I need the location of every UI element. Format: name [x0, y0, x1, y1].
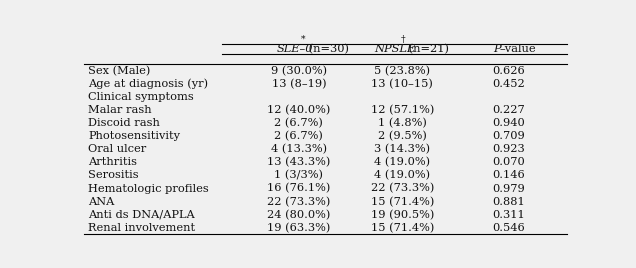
Text: 2 (9.5%): 2 (9.5%)	[378, 131, 427, 141]
Text: Serositis: Serositis	[88, 170, 139, 180]
Text: NPSLE: NPSLE	[374, 44, 415, 54]
Text: Sex (Male): Sex (Male)	[88, 66, 151, 76]
Text: 9 (30.0%): 9 (30.0%)	[271, 66, 327, 76]
Text: Hematologic profiles: Hematologic profiles	[88, 184, 209, 193]
Text: 0.311: 0.311	[492, 210, 525, 220]
Text: 0.923: 0.923	[492, 144, 525, 154]
Text: Oral ulcer: Oral ulcer	[88, 144, 147, 154]
Text: 2 (6.7%): 2 (6.7%)	[274, 131, 323, 141]
Text: 0.146: 0.146	[492, 170, 525, 180]
Text: 0.070: 0.070	[492, 157, 525, 167]
Text: Arthritis: Arthritis	[88, 157, 137, 167]
Text: 0.979: 0.979	[492, 184, 525, 193]
Text: Anti ds DNA/APLA: Anti ds DNA/APLA	[88, 210, 195, 220]
Text: 12 (40.0%): 12 (40.0%)	[267, 105, 331, 115]
Text: 2 (6.7%): 2 (6.7%)	[274, 118, 323, 128]
Text: 24 (80.0%): 24 (80.0%)	[267, 210, 331, 220]
Text: 0.626: 0.626	[492, 66, 525, 76]
Text: 13 (43.3%): 13 (43.3%)	[267, 157, 331, 168]
Text: ANA: ANA	[88, 197, 114, 207]
Text: †: †	[401, 35, 406, 44]
Text: P: P	[494, 44, 501, 54]
Text: (n=21): (n=21)	[405, 43, 449, 54]
Text: Clinical symptoms: Clinical symptoms	[88, 92, 194, 102]
Text: Malar rash: Malar rash	[88, 105, 152, 115]
Text: 22 (73.3%): 22 (73.3%)	[267, 196, 331, 207]
Text: Age at diagnosis (yr): Age at diagnosis (yr)	[88, 79, 209, 89]
Text: SLE–0: SLE–0	[277, 44, 313, 54]
Text: –value: –value	[499, 44, 536, 54]
Text: *: *	[301, 35, 306, 44]
Text: Photosensitivity: Photosensitivity	[88, 131, 181, 141]
Text: 0.709: 0.709	[492, 131, 525, 141]
Text: 19 (63.3%): 19 (63.3%)	[267, 223, 331, 233]
Text: 0.881: 0.881	[492, 197, 525, 207]
Text: 0.452: 0.452	[492, 79, 525, 89]
Text: Renal involvement: Renal involvement	[88, 223, 195, 233]
Text: 19 (90.5%): 19 (90.5%)	[371, 210, 434, 220]
Text: 22 (73.3%): 22 (73.3%)	[371, 183, 434, 194]
Text: 13 (10–15): 13 (10–15)	[371, 79, 433, 89]
Text: 0.227: 0.227	[492, 105, 525, 115]
Text: 4 (19.0%): 4 (19.0%)	[375, 170, 431, 181]
Text: 15 (71.4%): 15 (71.4%)	[371, 223, 434, 233]
Text: 12 (57.1%): 12 (57.1%)	[371, 105, 434, 115]
Text: 5 (23.8%): 5 (23.8%)	[375, 66, 431, 76]
Text: 16 (76.1%): 16 (76.1%)	[267, 183, 331, 194]
Text: 4 (13.3%): 4 (13.3%)	[271, 144, 327, 154]
Text: 0.546: 0.546	[492, 223, 525, 233]
Text: 1 (4.8%): 1 (4.8%)	[378, 118, 427, 128]
Text: 3 (14.3%): 3 (14.3%)	[375, 144, 431, 154]
Text: 1 (3/3%): 1 (3/3%)	[274, 170, 323, 181]
Text: (n=30): (n=30)	[305, 43, 349, 54]
Text: Discoid rash: Discoid rash	[88, 118, 160, 128]
Text: 13 (8–19): 13 (8–19)	[272, 79, 326, 89]
Text: 15 (71.4%): 15 (71.4%)	[371, 196, 434, 207]
Text: 0.940: 0.940	[492, 118, 525, 128]
Text: 4 (19.0%): 4 (19.0%)	[375, 157, 431, 168]
